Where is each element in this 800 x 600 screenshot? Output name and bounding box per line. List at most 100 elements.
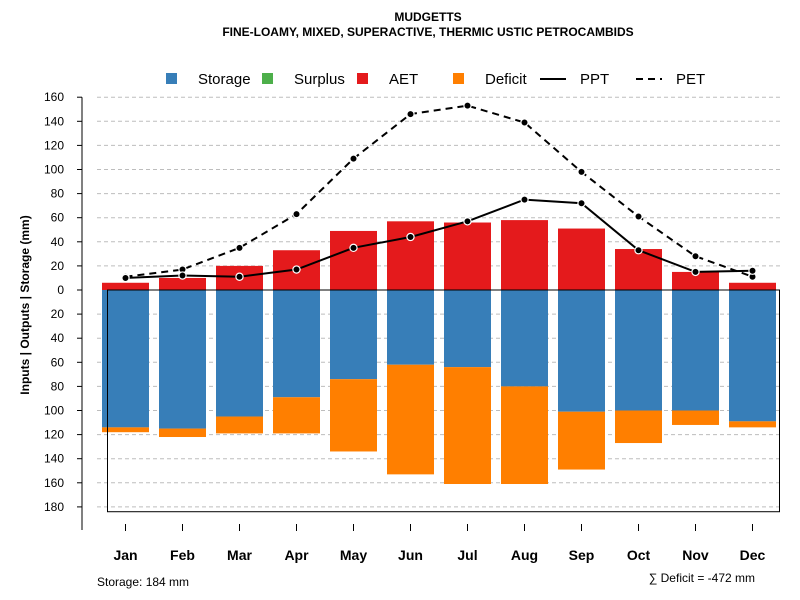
point-ppt <box>577 199 586 208</box>
point-ppt <box>349 243 358 253</box>
point-ppt <box>406 232 415 242</box>
total-deficit-label: ∑ Deficit = -472 mm <box>649 571 755 585</box>
y-tick-label: 160 <box>44 476 64 490</box>
point-ppt <box>121 273 130 283</box>
bar-deficit <box>558 411 605 470</box>
bar-storage <box>330 290 377 380</box>
x-tick-label: Jun <box>398 547 423 563</box>
point-pet <box>691 252 700 261</box>
x-tick-label: Dec <box>740 547 766 563</box>
legend-swatch-surplus <box>262 73 273 84</box>
bar-deficit <box>387 364 434 475</box>
point-ppt <box>748 266 757 275</box>
bar-deficit <box>159 428 206 438</box>
bar-storage <box>444 290 491 368</box>
bar-deficit <box>501 386 548 485</box>
y-tick-label: 80 <box>51 187 65 201</box>
line-pet <box>125 104 753 278</box>
bar-deficit <box>273 397 320 434</box>
y-tick-label: 140 <box>44 114 64 128</box>
bar-storage <box>273 290 320 398</box>
x-tick-label: Mar <box>227 547 252 563</box>
y-tick-label: 100 <box>44 404 64 418</box>
y-tick-label: 180 <box>44 500 64 514</box>
x-tick-label: Aug <box>511 547 538 563</box>
bar-aet <box>558 228 605 290</box>
bar-storage <box>672 290 719 411</box>
bar-aet <box>330 230 377 290</box>
legend-swatch-deficit <box>453 73 464 84</box>
storage-capacity-label: Storage: 184 mm <box>97 575 189 589</box>
bar-aet <box>444 222 491 290</box>
point-ppt <box>463 217 472 226</box>
bar-deficit <box>672 410 719 425</box>
chart-subtitle: FINE-LOAMY, MIXED, SUPERACTIVE, THERMIC … <box>222 25 633 39</box>
y-tick-label: 160 <box>44 90 64 104</box>
x-tick-label: Sep <box>569 547 595 563</box>
point-ppt <box>292 265 301 274</box>
y-tick-label: 0 <box>57 283 64 297</box>
legend-swatch-aet <box>357 73 368 84</box>
legend-label-aet: AET <box>389 71 418 88</box>
y-tick-label: 40 <box>51 235 65 249</box>
legend-label-pet: PET <box>676 71 705 88</box>
bar-aet <box>501 220 548 290</box>
gridlines <box>97 96 781 508</box>
y-tick-label: 60 <box>51 211 65 225</box>
x-tick-label: Jan <box>113 547 137 563</box>
point-ppt <box>235 272 244 281</box>
y-axis-label: Inputs | Outputs | Storage (mm) <box>18 215 32 394</box>
bar-deficit <box>615 410 662 444</box>
point-pet <box>520 118 529 127</box>
bars <box>102 220 776 485</box>
y-tick-label: 60 <box>51 355 65 369</box>
y-tick-label: 140 <box>44 452 64 466</box>
point-ppt <box>178 271 187 280</box>
axes: 160 140 120 100 80 60 40 20 0 20 40 60 80 100 120 140 16… <box>44 90 780 563</box>
point-pet <box>292 209 301 219</box>
chart-title: MUDGETTS <box>394 10 461 24</box>
bar-storage <box>387 290 434 365</box>
bar-aet <box>615 249 662 290</box>
y-tick-label: 20 <box>51 307 65 321</box>
series-lines <box>121 101 757 283</box>
line-ppt <box>125 198 753 279</box>
point-pet <box>463 101 472 110</box>
point-pet <box>577 167 586 177</box>
y-tick-label: 120 <box>44 138 64 152</box>
point-ppt <box>691 267 700 277</box>
point-pet <box>406 109 415 119</box>
legend-swatch-storage <box>166 73 177 84</box>
y-tick-label: 20 <box>51 259 65 273</box>
point-pet <box>235 243 244 253</box>
legend-label-ppt: PPT <box>580 71 609 88</box>
bar-storage <box>615 290 662 411</box>
bar-deficit <box>102 427 149 433</box>
y-tick-label: 100 <box>44 163 64 177</box>
bar-aet <box>672 271 719 290</box>
y-tick-label: 80 <box>51 379 65 393</box>
bar-aet <box>102 282 149 290</box>
bar-storage <box>102 290 149 428</box>
point-pet <box>349 154 358 163</box>
x-tick-label: Feb <box>170 547 195 563</box>
x-tick-label: Apr <box>284 547 309 563</box>
x-tick-label: Nov <box>682 547 709 563</box>
y-tick-label: 120 <box>44 428 64 442</box>
bar-aet <box>159 277 206 290</box>
bar-deficit <box>330 379 377 452</box>
legend-label-storage: Storage <box>198 71 251 88</box>
bar-deficit <box>444 367 491 485</box>
bar-storage <box>501 290 548 387</box>
bar-deficit <box>216 416 263 434</box>
point-ppt <box>634 246 643 255</box>
legend-label-deficit: Deficit <box>485 71 528 88</box>
bar-storage <box>558 290 605 412</box>
x-tick-label: Jul <box>457 547 477 563</box>
legend-label-surplus: Surplus <box>294 71 345 88</box>
bar-storage <box>159 290 206 429</box>
bar-storage <box>216 290 263 417</box>
point-ppt <box>520 195 529 204</box>
bar-storage <box>729 290 776 422</box>
